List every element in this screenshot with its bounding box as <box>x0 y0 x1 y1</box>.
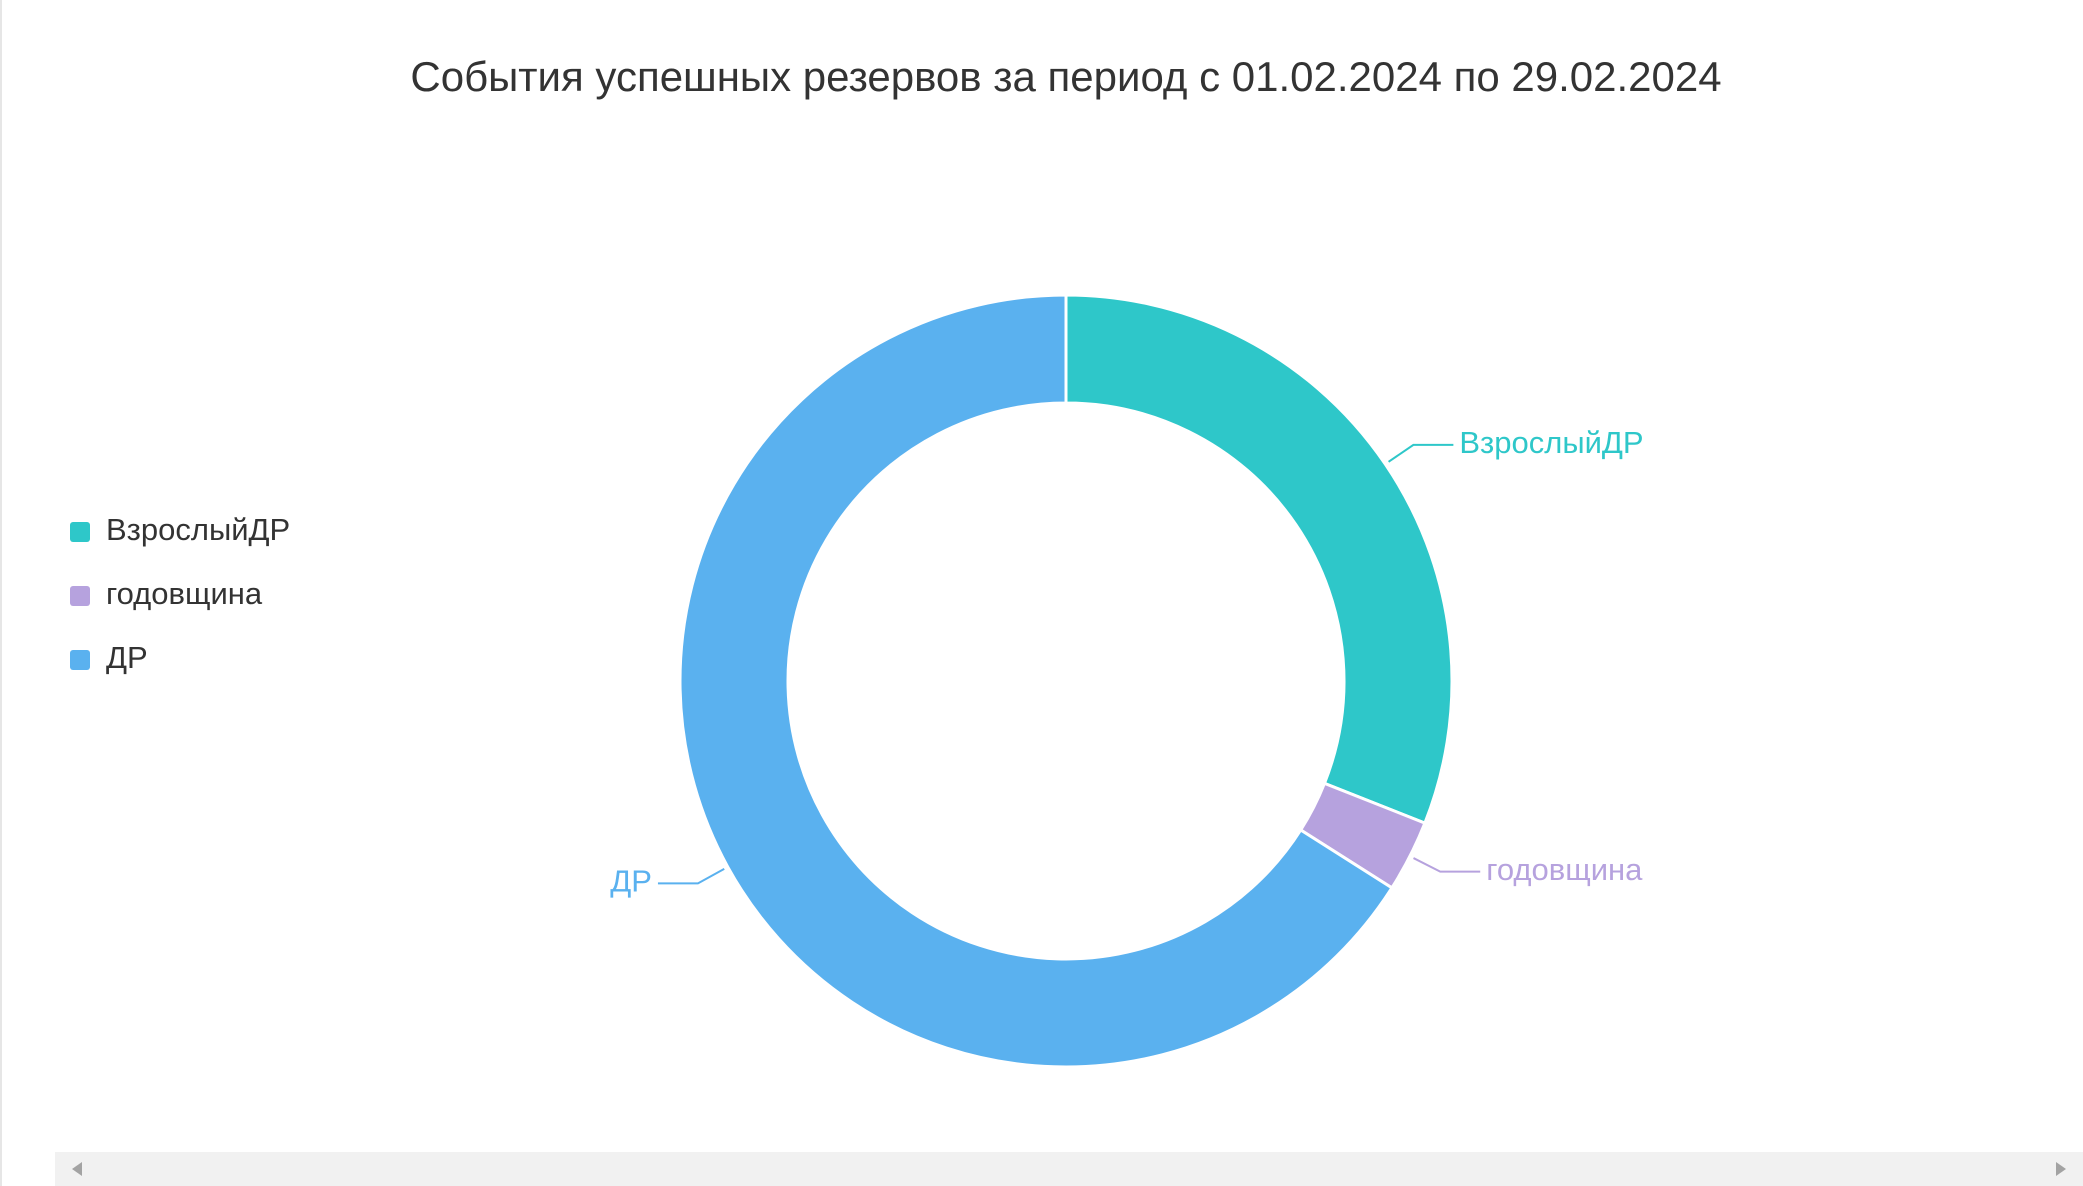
legend-label: ВзрослыйДР <box>106 512 290 547</box>
legend-label: ДР <box>106 640 148 675</box>
legend-swatch <box>70 522 90 542</box>
scroll-left-arrow[interactable] <box>72 1162 82 1176</box>
donut-slice <box>1064 293 1454 826</box>
legend-label: годовщина <box>106 576 263 611</box>
legend-swatch <box>70 586 90 606</box>
data-label: ДР <box>610 864 652 899</box>
label-leader <box>1413 857 1481 873</box>
label-leader <box>657 868 725 885</box>
scrollbar[interactable] <box>55 1152 2083 1186</box>
scroll-right-arrow[interactable] <box>2056 1162 2066 1176</box>
label-leader <box>1387 443 1454 463</box>
scrollbar-track <box>55 1152 2083 1186</box>
data-label: годовщина <box>1486 852 1643 887</box>
data-label: ВзрослыйДР <box>1459 425 1643 460</box>
legend-swatch <box>70 650 90 670</box>
chart-title: События успешных резервов за период с 01… <box>410 53 1721 100</box>
donut-slice <box>678 293 1394 1069</box>
